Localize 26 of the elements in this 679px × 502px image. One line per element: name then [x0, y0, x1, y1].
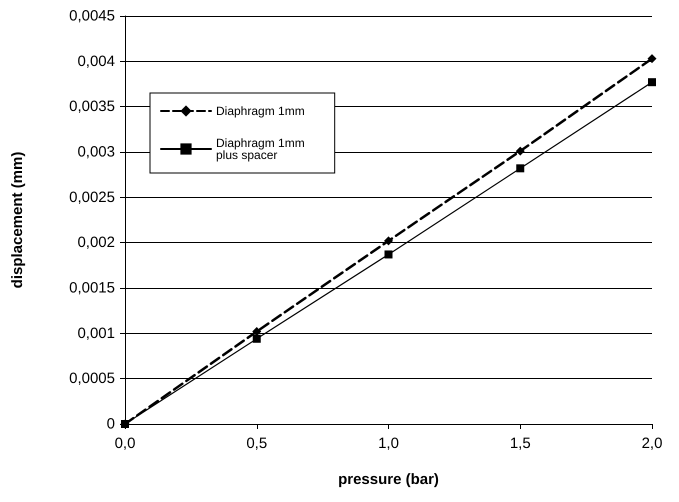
x-tick-label: 0,5: [246, 435, 268, 452]
y-tick-label: 0,0015: [69, 280, 115, 296]
y-tick-label: 0,0025: [69, 188, 115, 206]
y-tick-label: 0,002: [77, 234, 115, 252]
y-tick-label: 0,001: [77, 324, 115, 342]
y-tick-label: 0,004: [77, 52, 115, 70]
legend-label: Diaphragm 1mm: [216, 104, 305, 118]
x-tick-label: 0,0: [114, 435, 136, 452]
x-tick-label: 1,5: [510, 435, 531, 452]
point: [648, 78, 656, 86]
legend-label: Diaphragm 1mm plus spacer: [216, 136, 305, 162]
point: [516, 164, 524, 172]
point: [252, 334, 261, 343]
point: [516, 146, 525, 156]
point: [384, 250, 392, 258]
point: [384, 236, 393, 246]
y-tick-label: 0,003: [77, 144, 115, 160]
point: [648, 54, 656, 64]
y-tick-label: 0,0045: [69, 8, 115, 24]
x-axis-title: pressure (bar): [338, 471, 439, 488]
y-tick-label: 0: [106, 416, 115, 432]
y-tick-label: 0,0035: [69, 98, 115, 116]
y-axis-title: displacement (mm): [9, 152, 26, 288]
x-tick-label: 2,0: [642, 435, 662, 452]
y-tick-label: 0,0005: [69, 370, 115, 388]
x-tick-label: 1,0: [378, 435, 399, 452]
